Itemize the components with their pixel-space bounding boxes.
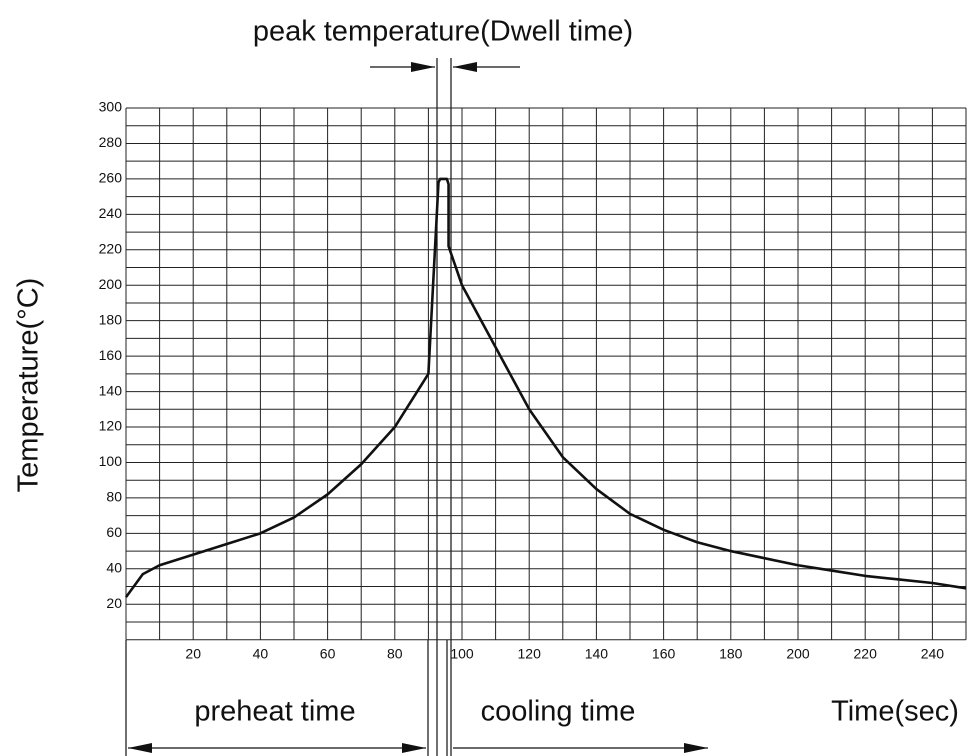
temperature-line bbox=[124, 177, 967, 598]
y-tick-label: 120 bbox=[99, 418, 123, 434]
x-tick-label: 100 bbox=[450, 645, 474, 661]
y-tick-label: 40 bbox=[106, 560, 122, 576]
x-tick-label: 160 bbox=[652, 645, 676, 661]
y-tick-label: 220 bbox=[99, 240, 123, 256]
annotation: cooling time bbox=[481, 696, 636, 728]
y-tick-label: 160 bbox=[99, 347, 123, 363]
x-tick-label: 40 bbox=[253, 645, 269, 661]
y-tick-label: 60 bbox=[106, 524, 122, 540]
y-tick-label: 100 bbox=[99, 453, 123, 469]
x-tick-label: 60 bbox=[320, 645, 336, 661]
y-tick-label: 240 bbox=[99, 205, 123, 221]
x-tick-label: 140 bbox=[585, 645, 609, 661]
y-tick-label: 140 bbox=[99, 382, 123, 398]
x-tick-label: 180 bbox=[719, 645, 743, 661]
x-tick-label: 80 bbox=[387, 645, 403, 661]
x-tick-label: 240 bbox=[921, 645, 945, 661]
y-tick-label: 180 bbox=[99, 311, 123, 327]
x-axis-label: Time(sec) bbox=[831, 696, 959, 728]
y-tick-label: 300 bbox=[99, 99, 123, 115]
x-tick-label: 120 bbox=[518, 645, 542, 661]
y-tick-label: 200 bbox=[99, 276, 123, 292]
x-tick-label: 20 bbox=[185, 645, 201, 661]
y-tick-label: 20 bbox=[106, 595, 122, 611]
y-tick-label: 260 bbox=[99, 170, 123, 186]
x-tick-label: 220 bbox=[854, 645, 878, 661]
chart-title: peak temperature(Dwell time) bbox=[253, 16, 633, 48]
annotation: preheat time bbox=[194, 696, 355, 728]
y-axis-label: Temperature(°C) bbox=[13, 278, 45, 493]
y-tick-label: 280 bbox=[99, 134, 123, 150]
y-tick-label: 80 bbox=[106, 489, 122, 505]
x-tick-label: 200 bbox=[786, 645, 810, 661]
